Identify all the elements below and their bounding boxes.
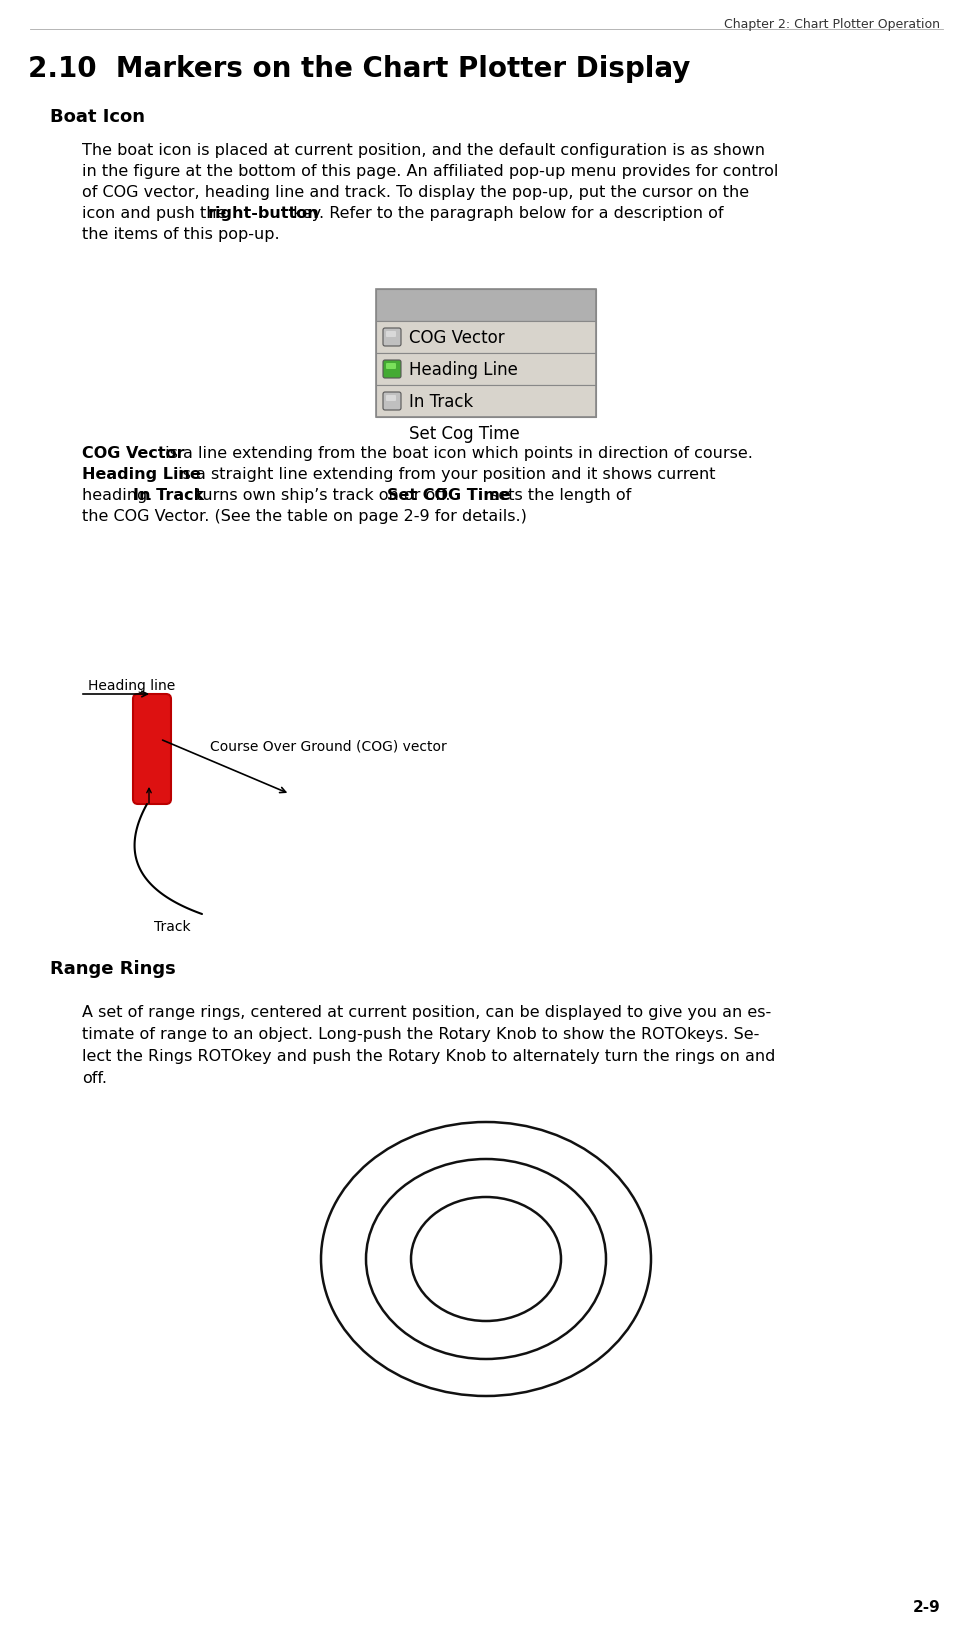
Text: Heading Line: Heading Line [409,361,518,379]
FancyBboxPatch shape [383,329,401,347]
Text: of COG vector, heading line and track. To display the pop-up, put the cursor on : of COG vector, heading line and track. T… [82,185,749,200]
Bar [376,321,596,354]
Bar [376,290,596,418]
Bar [376,290,596,321]
Text: In Track: In Track [409,393,473,411]
Text: 2-9: 2-9 [913,1600,940,1614]
Text: sets the length of: sets the length of [485,488,631,503]
Text: Chapter 2: Chart Plotter Operation: Chapter 2: Chart Plotter Operation [724,18,940,31]
FancyBboxPatch shape [386,331,396,338]
FancyBboxPatch shape [383,393,401,411]
Text: is a straight line extending from your position and it shows current: is a straight line extending from your p… [173,467,715,482]
FancyBboxPatch shape [383,361,401,379]
Text: icon and push the: icon and push the [82,207,232,221]
Text: key. Refer to the paragraph below for a description of: key. Refer to the paragraph below for a … [288,207,724,221]
Text: lect the Rings ROTOkey and push the Rotary Knob to alternately turn the rings on: lect the Rings ROTOkey and push the Rota… [82,1049,775,1064]
FancyBboxPatch shape [133,695,171,805]
Text: timate of range to an object. Long-push the Rotary Knob to show the ROTOkeys. Se: timate of range to an object. Long-push … [82,1026,759,1041]
FancyBboxPatch shape [386,364,396,370]
Text: COG Vector: COG Vector [82,446,185,461]
Text: turns own ship’s track on or off.: turns own ship’s track on or off. [191,488,455,503]
Text: right-button: right-button [208,207,320,221]
Text: Course Over Ground (COG) vector: Course Over Ground (COG) vector [210,739,447,754]
Text: the COG Vector. (See the table on page 2-9 for details.): the COG Vector. (See the table on page 2… [82,508,526,524]
Text: Boat Icon: Boat Icon [50,108,145,126]
Text: Set COG Time: Set COG Time [387,488,511,503]
Text: Heading line: Heading line [88,679,175,693]
Text: heading.: heading. [82,488,158,503]
Text: The boat icon is placed at current position, and the default configuration is as: The boat icon is placed at current posit… [82,143,765,157]
Text: A set of range rings, centered at current position, can be displayed to give you: A set of range rings, centered at curren… [82,1005,772,1019]
Text: In Track: In Track [133,488,204,503]
Text: Track: Track [154,919,191,934]
Text: is a line extending from the boat icon which points in direction of course.: is a line extending from the boat icon w… [160,446,753,461]
Text: Set Cog Time: Set Cog Time [409,425,520,443]
Text: Heading Line: Heading Line [82,467,200,482]
Text: COG Vector: COG Vector [409,329,505,347]
Text: 2.10  Markers on the Chart Plotter Display: 2.10 Markers on the Chart Plotter Displa… [28,56,691,84]
Text: in the figure at the bottom of this page. An affiliated pop-up menu provides for: in the figure at the bottom of this page… [82,164,778,179]
Text: the items of this pop-up.: the items of this pop-up. [82,226,279,243]
Bar [376,354,596,385]
Bar [376,385,596,418]
Text: Range Rings: Range Rings [50,959,176,977]
FancyBboxPatch shape [386,395,396,402]
Text: off.: off. [82,1070,107,1085]
